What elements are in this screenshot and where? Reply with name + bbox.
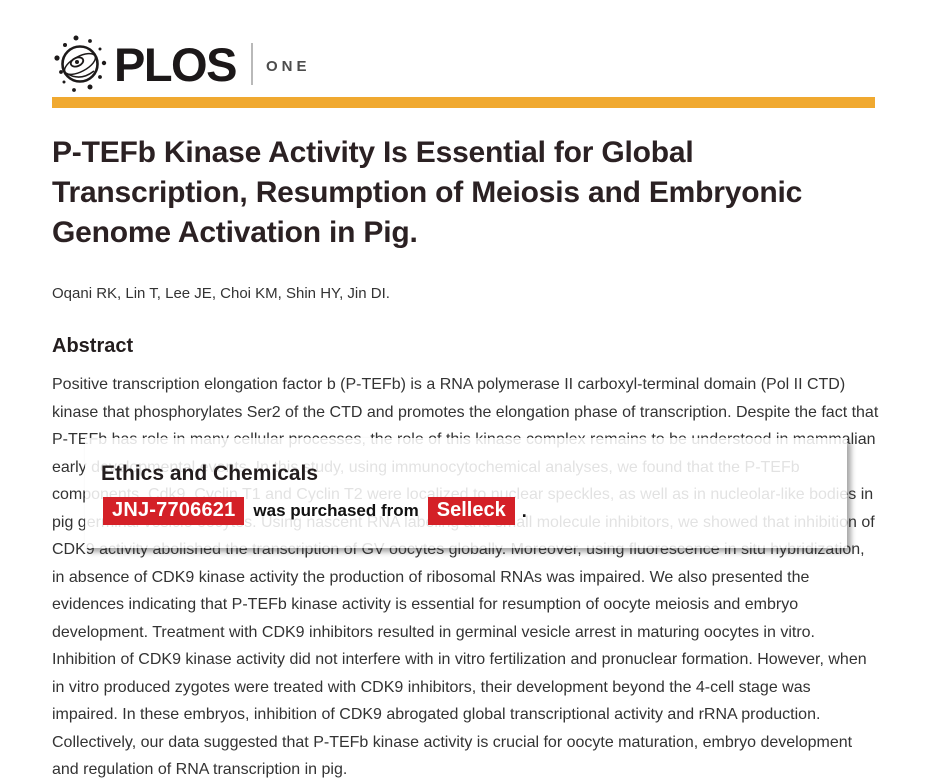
popup-title: Ethics and Chemicals [101, 462, 319, 485]
abstract-text: Positive transcription elongation factor… [52, 376, 879, 778]
accent-bar [52, 97, 875, 108]
popup-trailing-period: . [521, 500, 527, 521]
vendor-highlight: Selleck [427, 497, 515, 525]
globe-icon [54, 35, 107, 92]
page-header: PLOS ONE [0, 0, 930, 108]
article-title: P-TEFb Kinase Activity Is Essential for … [52, 136, 803, 249]
popup-middle-text: was purchased from [253, 501, 419, 520]
author-list: Oqani RK, Lin T, Lee JE, Choi KM, Shin H… [52, 285, 390, 302]
abstract-heading: Abstract [52, 335, 134, 357]
ethics-chemicals-popup: Ethics and Chemicals JNJ-7706621 was pur… [85, 438, 847, 548]
chemical-highlight: JNJ-7706621 [103, 497, 245, 525]
plos-one-logo: PLOS ONE [52, 34, 878, 94]
brand-divider [250, 43, 253, 85]
brand-one: ONE [265, 57, 311, 75]
brand-plos: PLOS [114, 37, 237, 91]
popup-sentence: JNJ-7706621 was purchased from Selleck . [103, 497, 847, 525]
